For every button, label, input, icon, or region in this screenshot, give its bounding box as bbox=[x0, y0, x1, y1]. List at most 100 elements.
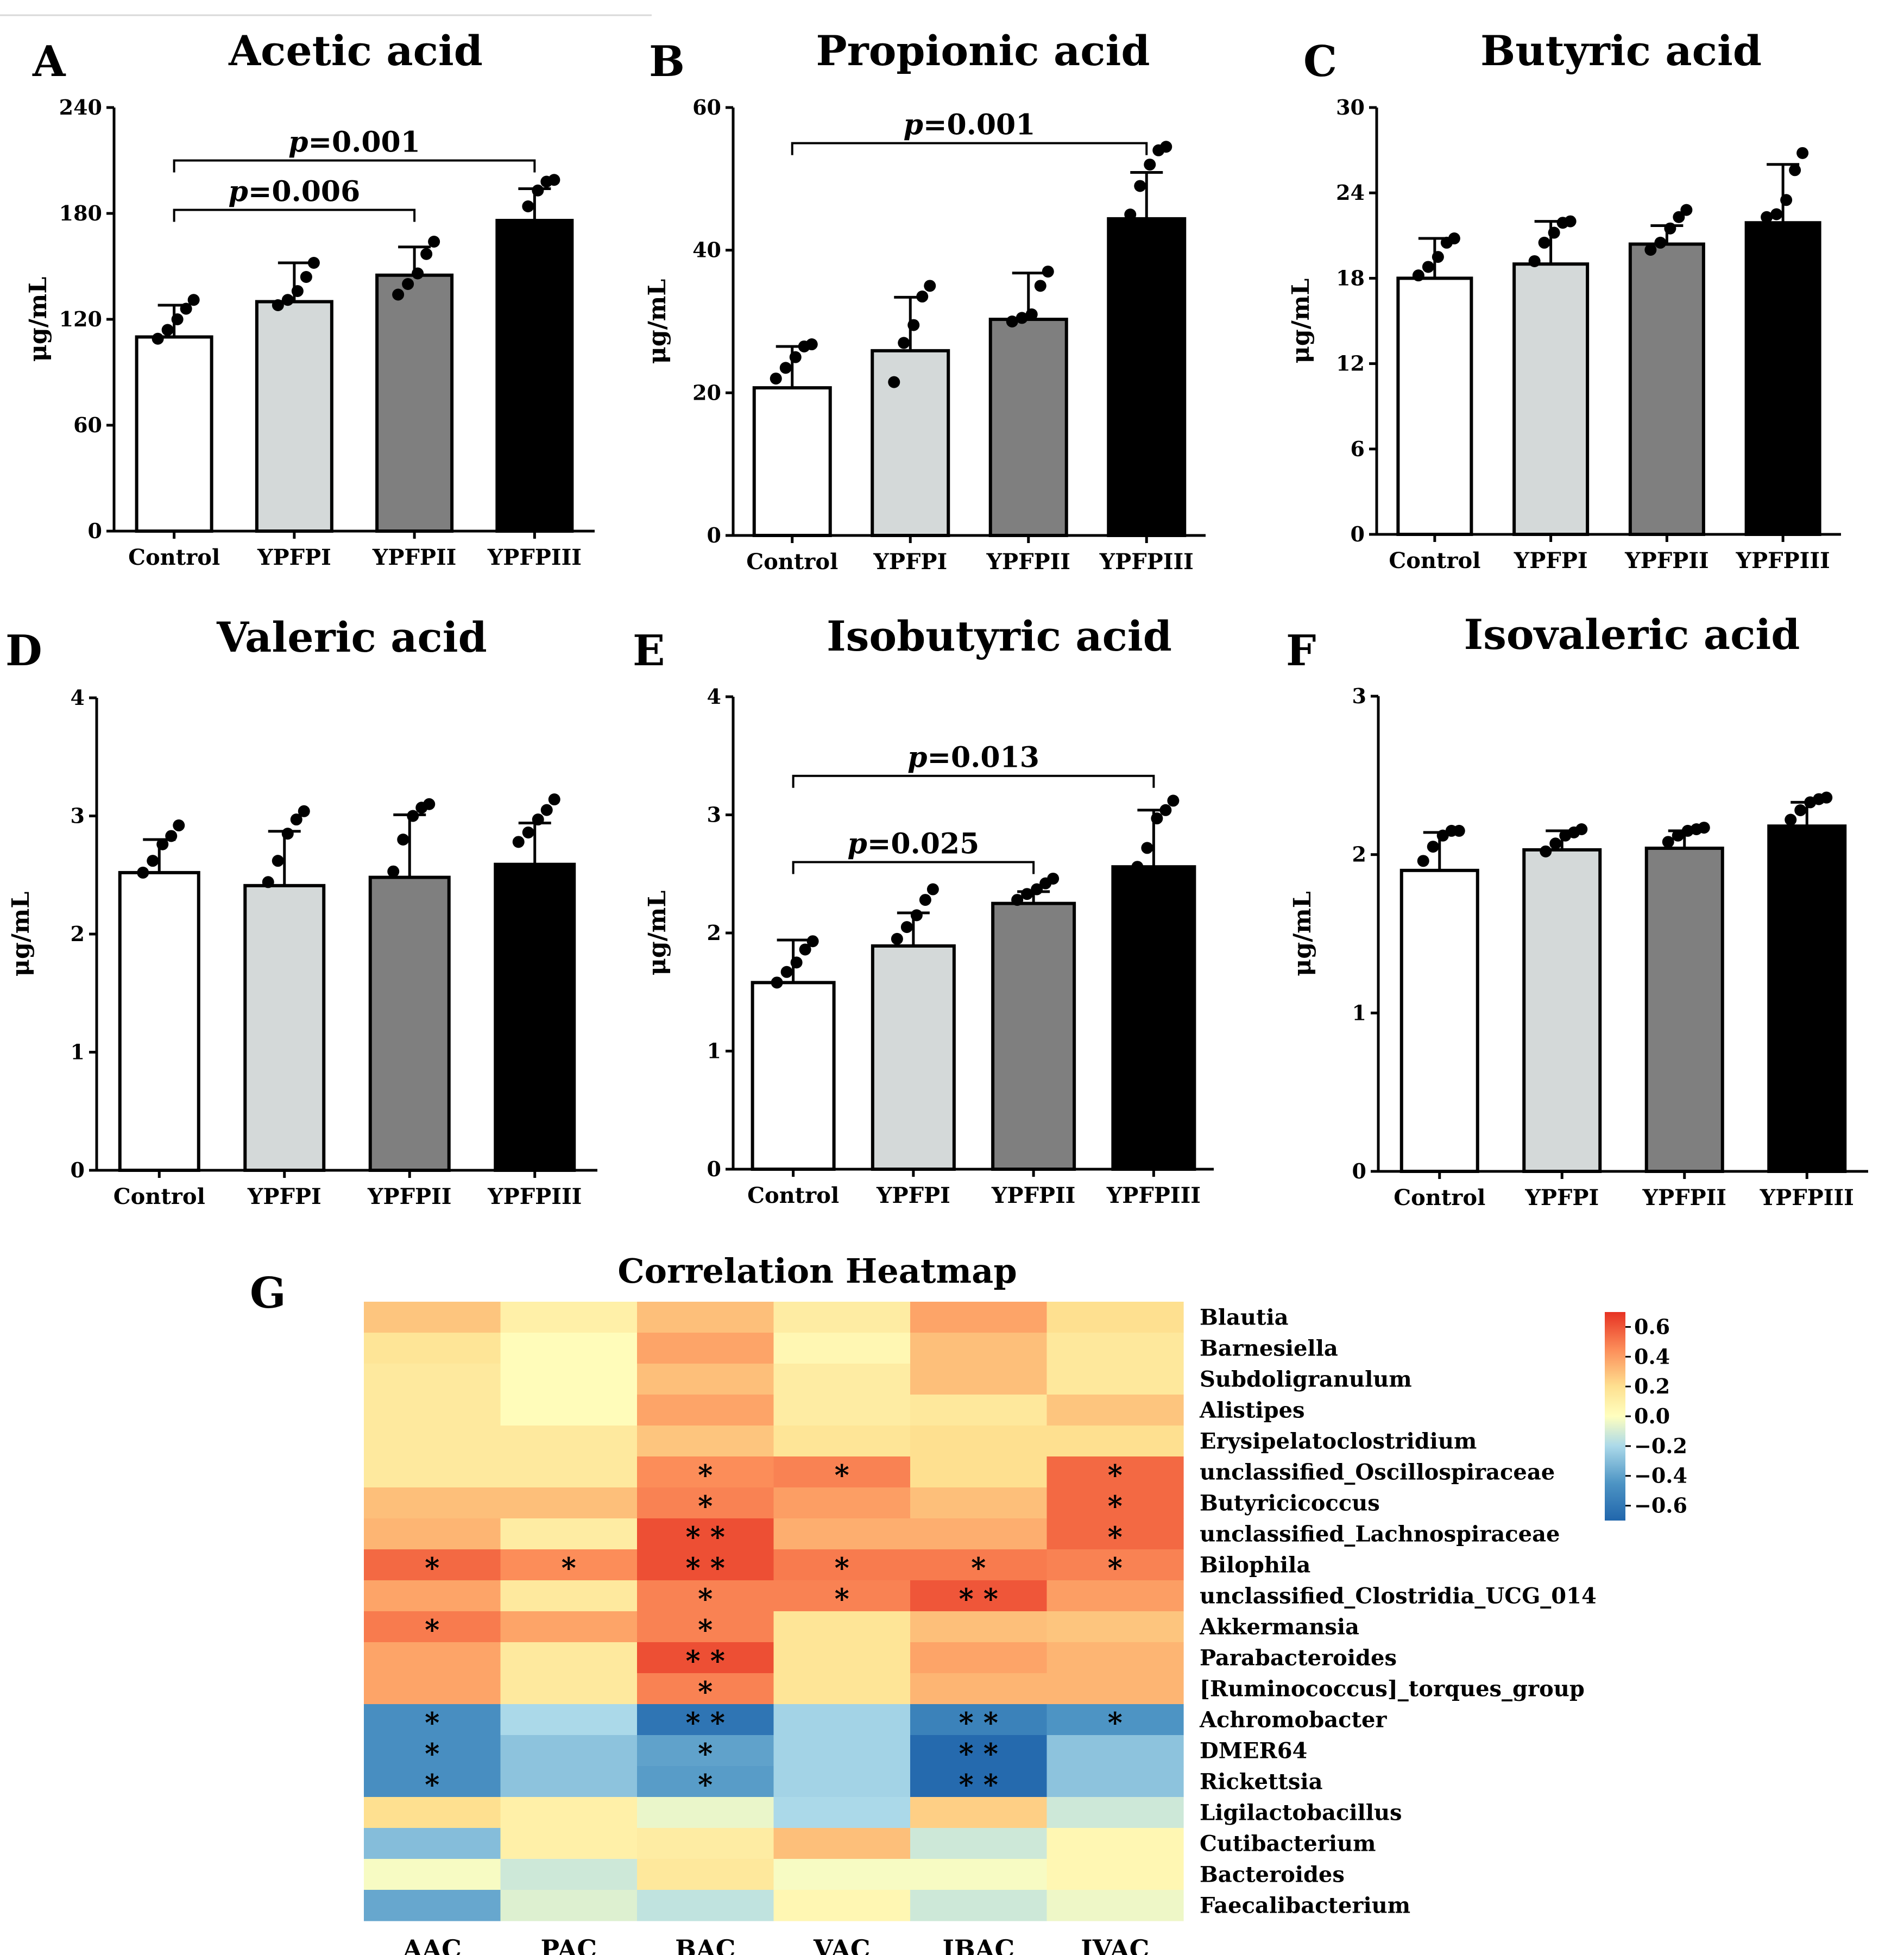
heatmap-cell bbox=[364, 1642, 501, 1674]
heatmap-cell bbox=[500, 1704, 638, 1736]
p-value-number: =0.006 bbox=[248, 175, 360, 209]
heatmap-cell bbox=[364, 1797, 501, 1828]
heatmap-cell bbox=[500, 1735, 638, 1767]
x-tick-label: YPFPI bbox=[257, 545, 331, 570]
p-value-symbol: p bbox=[847, 828, 867, 861]
heatmap-cell bbox=[364, 1302, 501, 1333]
x-tick-label: YPFPIII bbox=[1106, 1183, 1201, 1208]
data-point bbox=[1575, 823, 1588, 835]
heatmap-cell bbox=[910, 1704, 1048, 1736]
heatmap-cell bbox=[1046, 1302, 1184, 1333]
data-point bbox=[1422, 261, 1434, 273]
data-point bbox=[1761, 211, 1773, 223]
heatmap-cell bbox=[910, 1580, 1048, 1612]
heatmap-cell bbox=[910, 1890, 1048, 1921]
heatmap-row-label: Ligilactobacillus bbox=[1200, 1800, 1402, 1826]
bar bbox=[1744, 221, 1821, 537]
heatmap-column-label: IVAC bbox=[1081, 1934, 1149, 1955]
colorbar-tick-label: 0.4 bbox=[1634, 1344, 1670, 1368]
heatmap-cell bbox=[910, 1611, 1048, 1643]
heatmap-cell bbox=[500, 1426, 638, 1457]
x-tick-label: Control bbox=[747, 1183, 839, 1208]
bar bbox=[255, 300, 333, 533]
data-point bbox=[900, 921, 913, 934]
data-point bbox=[147, 855, 159, 867]
y-tick-label: 24 bbox=[1336, 180, 1365, 205]
colorbar-tick-label: −0.6 bbox=[1634, 1493, 1687, 1518]
heatmap-cell bbox=[773, 1673, 911, 1705]
heatmap-column-label: PAC bbox=[540, 1934, 597, 1955]
x-tick-label: YPFPI bbox=[1524, 1185, 1599, 1210]
heatmap-cell bbox=[364, 1890, 501, 1921]
bar bbox=[991, 901, 1076, 1171]
heatmap-cell bbox=[1046, 1704, 1184, 1736]
data-point bbox=[924, 280, 936, 292]
heatmap-cell bbox=[637, 1364, 774, 1395]
x-tick-label: Control bbox=[746, 549, 838, 575]
p-value-number: =0.025 bbox=[867, 828, 979, 861]
data-point bbox=[1167, 794, 1180, 807]
heatmap-cell bbox=[364, 1673, 501, 1705]
heatmap-cell bbox=[500, 1364, 638, 1395]
significance-star: * bbox=[425, 1614, 439, 1647]
heatmap-cell bbox=[500, 1766, 638, 1798]
data-point bbox=[1031, 883, 1043, 895]
heatmap-row-label: Cutibacterium bbox=[1200, 1831, 1376, 1857]
bar bbox=[495, 219, 574, 533]
y-tick-label: 0 bbox=[707, 1157, 721, 1181]
significance-bracket bbox=[173, 159, 536, 173]
heatmap-cell bbox=[910, 1426, 1048, 1457]
heatmap-cell bbox=[637, 1890, 774, 1921]
data-point bbox=[387, 865, 400, 878]
heatmap-row-label: Parabacteroides bbox=[1200, 1645, 1397, 1671]
heatmap-cell bbox=[773, 1766, 911, 1798]
heatmap-cell bbox=[364, 1333, 501, 1364]
data-point bbox=[161, 324, 174, 336]
heatmap-cell bbox=[1046, 1580, 1184, 1612]
heatmap-cell bbox=[364, 1364, 501, 1395]
y-tick-label: 2 bbox=[71, 922, 85, 946]
data-point bbox=[428, 236, 440, 248]
significance-star: * bbox=[562, 1552, 576, 1585]
significance-star: * * bbox=[686, 1552, 726, 1585]
heatmap-cell bbox=[500, 1673, 638, 1705]
heatmap-row-label: unclassified_Lachnospiraceae bbox=[1200, 1522, 1560, 1547]
data-point bbox=[806, 935, 819, 948]
data-point bbox=[916, 291, 929, 303]
heatmap-cell bbox=[773, 1642, 911, 1674]
y-axis-label: μg/mL bbox=[644, 891, 671, 976]
bar bbox=[1399, 868, 1479, 1174]
x-tick-label: Control bbox=[1389, 548, 1480, 573]
heatmap-cell bbox=[773, 1859, 911, 1890]
heatmap-cell bbox=[910, 1735, 1048, 1767]
y-tick-label: 60 bbox=[692, 95, 721, 119]
y-tick-label: 240 bbox=[59, 95, 102, 119]
heatmap-cell bbox=[1046, 1364, 1184, 1395]
bar bbox=[1522, 848, 1602, 1173]
heatmap-cell bbox=[773, 1797, 911, 1828]
significance-star: * bbox=[698, 1676, 713, 1709]
data-point bbox=[888, 376, 900, 388]
significance-star: * bbox=[835, 1552, 849, 1585]
y-tick-label: 0 bbox=[71, 1158, 85, 1182]
data-point bbox=[1131, 861, 1144, 873]
significance-star: * bbox=[698, 1769, 713, 1802]
data-point bbox=[298, 805, 310, 817]
data-point bbox=[926, 883, 939, 895]
heatmap-row-label: Bilophila bbox=[1200, 1553, 1310, 1578]
significance-star: * bbox=[835, 1583, 849, 1616]
heatmap-cell bbox=[364, 1395, 501, 1426]
heatmap-row-label: Erysipelatoclostridium bbox=[1200, 1429, 1477, 1454]
y-tick-label: 0 bbox=[88, 519, 102, 543]
chart-panel-c: C Butyric acid 0 6 12 18 24 30 μg/mL Control YPFPI… bbox=[1287, 27, 1841, 573]
chart-title: Isobutyric acid bbox=[827, 612, 1172, 660]
significance-star: * bbox=[1108, 1459, 1123, 1492]
significance-star: * * bbox=[959, 1707, 999, 1740]
heatmap-cell bbox=[637, 1426, 774, 1457]
y-tick-label: 30 bbox=[1336, 95, 1365, 119]
data-point bbox=[1548, 226, 1560, 239]
data-point bbox=[548, 793, 560, 806]
bar bbox=[1644, 847, 1724, 1173]
data-point bbox=[180, 302, 192, 315]
heatmap-row-label: [Ruminococcus]_torques_group bbox=[1200, 1676, 1585, 1702]
